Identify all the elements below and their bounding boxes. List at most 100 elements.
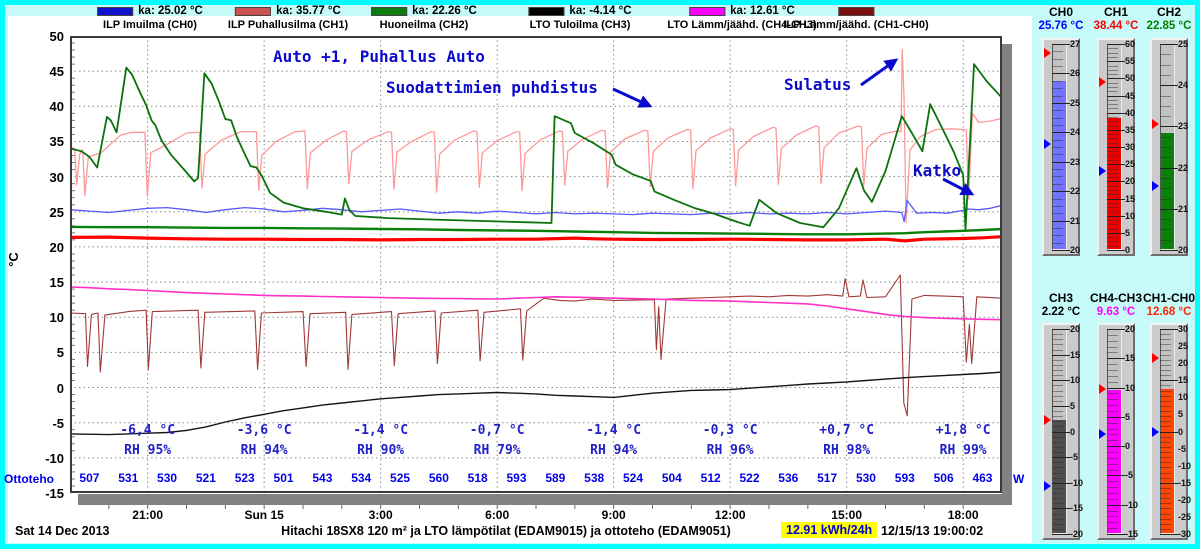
- outdoor-annotation: +0,7 °C RH 98%: [777, 421, 917, 461]
- gauge-tick: [1107, 82, 1118, 84]
- gauge-ch0: 27 26 25 24 23 22 21 20: [1042, 38, 1080, 256]
- gauge-tick-label: 15: [1125, 193, 1136, 204]
- gauge-tick: [1107, 56, 1118, 58]
- gauge-tick: [1160, 385, 1171, 387]
- gauge-tick-label: -5: [1125, 470, 1134, 481]
- gauge-tick: [1160, 219, 1171, 221]
- legend-item-ilp-l-mm-j-hd-ch1-ch0: ILP Lämm/jäähd. (CH1-CH0): [783, 5, 929, 31]
- annotation-sulatus: Sulatus: [784, 75, 852, 94]
- gauge-tick: [1107, 48, 1118, 50]
- gauge-tick: [1107, 534, 1125, 535]
- gauge-tick: [1160, 126, 1178, 128]
- gauge-tick: [1052, 176, 1063, 178]
- gauge-tick: [1052, 191, 1070, 193]
- x-axis-label: 12:00: [714, 508, 746, 522]
- legend-swatch: [371, 6, 408, 16]
- gauge-tick: [1160, 157, 1171, 159]
- legend-swatch: [97, 6, 134, 16]
- energy-badge: 12.91 kWh/24h: [781, 522, 878, 538]
- series-lto-l-mm-j-hd-ch4-ch3: [70, 286, 1002, 321]
- gauge-tick-label: 0: [1125, 441, 1131, 452]
- legend-item-row: [783, 5, 928, 17]
- gauge-tick: [1107, 138, 1118, 140]
- gauge-tick: [1160, 105, 1171, 107]
- outdoor-temp: -0,7 °C: [469, 423, 525, 438]
- gauge-tick-label: 30: [1125, 142, 1136, 152]
- gauge-tick: [1107, 245, 1118, 247]
- power-value: 525: [390, 471, 411, 485]
- gauge-tick: [1107, 147, 1125, 148]
- gauge-tick: [1052, 400, 1063, 402]
- gauge-tick: [1160, 457, 1171, 459]
- gauge-header-ch1: CH1: [1103, 5, 1129, 19]
- power-value: 501: [273, 471, 294, 485]
- power-value: 522: [739, 471, 760, 485]
- gauge-tick-label: 23: [1178, 121, 1189, 132]
- outdoor-annotation: -0,3 °C RH 96%: [660, 421, 800, 461]
- gauge-tick: [1052, 416, 1063, 418]
- legend-item-row: ka: 22.26 °C: [371, 5, 477, 17]
- gauge-tick: [1160, 416, 1171, 418]
- gauge-tick: [1107, 487, 1118, 489]
- legend-label: ILP Lämm/jäähd. (CH1-CH0): [783, 19, 929, 31]
- gauge-tick: [1052, 329, 1070, 330]
- gauge-tick: [1160, 329, 1178, 330]
- legend-label: ILP Puhallusilma (CH1): [227, 19, 349, 31]
- gauge-panel: CH0 25.76 °C 27 26 25 24 23 22 21 20 CH1 38.44 °C 60…: [1032, 0, 1200, 549]
- gauge-tick: [1052, 452, 1063, 453]
- gauge-tick: [1107, 440, 1118, 442]
- power-value: 543: [312, 471, 333, 485]
- gauge-value-ch2: 22.85 °C: [1146, 20, 1192, 32]
- gauge-tick: [1107, 164, 1125, 166]
- power-value: 463: [972, 471, 993, 485]
- gauge-tick: [1107, 194, 1118, 196]
- legend-label: ILP Imuilma (CH0): [103, 19, 197, 31]
- gauge-tick: [1107, 457, 1118, 459]
- y-axis-tick-label: 5: [56, 345, 64, 361]
- plot-shadow-right: [1002, 44, 1012, 505]
- gauge-tick-label: 20: [1125, 176, 1136, 187]
- gauge-tick: [1052, 349, 1063, 351]
- outdoor-humidity: RH 99%: [939, 443, 987, 458]
- y-axis-tick-label: 35: [49, 134, 64, 150]
- gauge-tick: [1052, 493, 1063, 494]
- gauge-tick: [1052, 436, 1063, 438]
- gauge-tick-label: 5: [1125, 411, 1131, 422]
- power-value: 534: [351, 471, 372, 485]
- series-ch6-lkv-l-mp-tila: [70, 63, 1002, 231]
- gauge-tick: [1052, 375, 1063, 377]
- gauge-tick: [1160, 74, 1171, 76]
- legend-label: Huoneilma (CH2): [379, 19, 469, 31]
- gauge-tick: [1107, 44, 1125, 45]
- outdoor-annotation: -1,4 °C RH 94%: [544, 421, 684, 461]
- gauge-tick: [1160, 482, 1178, 484]
- legend-item-row: ka: -4.14 °C: [528, 5, 632, 17]
- legend-item-ilp-imuilma-ch0: ka: 25.02 °C ILP Imuilma (CH0): [97, 5, 203, 31]
- gauge-tick: [1107, 125, 1118, 127]
- legend-item-row: ka: 12.61 °C: [667, 5, 816, 17]
- gauge-tick: [1052, 354, 1070, 356]
- gauge-tick: [1107, 69, 1118, 71]
- gauge-value-ch1-ch0: 12.68 °C: [1146, 306, 1192, 318]
- outdoor-temp: -1,4 °C: [586, 423, 642, 438]
- gauge-tick: [1052, 169, 1063, 171]
- gauge-tick: [1160, 467, 1171, 469]
- legend-average-value: ka: 25.02 °C: [138, 5, 203, 17]
- gauge-tick: [1160, 487, 1171, 489]
- outdoor-temp: -0,3 °C: [702, 423, 758, 438]
- gauge-max-marker-icon: [1099, 384, 1106, 395]
- gauge-fill: [1053, 81, 1066, 249]
- series-ilp-puhallusilma-ch1: [70, 48, 1002, 223]
- gauge-tick: [1107, 112, 1125, 114]
- gauge-ch1-ch0: 30 25 20 15 10 5 0 -5 -10 -15 -20 -25 -30: [1150, 323, 1192, 540]
- gauge-tick: [1160, 349, 1171, 351]
- gauge-tick: [1160, 147, 1171, 148]
- gauge-tick: [1052, 462, 1063, 464]
- gauge-tick-label: -15: [1178, 477, 1192, 488]
- power-value: 593: [506, 471, 527, 485]
- gauge-tick: [1052, 227, 1063, 229]
- legend-label: LTO Lämm/jäähd. (CH4-CH3): [667, 19, 817, 31]
- gauge-tick: [1107, 528, 1118, 530]
- power-row-unit: W: [1013, 472, 1025, 486]
- power-value: 593: [894, 471, 915, 485]
